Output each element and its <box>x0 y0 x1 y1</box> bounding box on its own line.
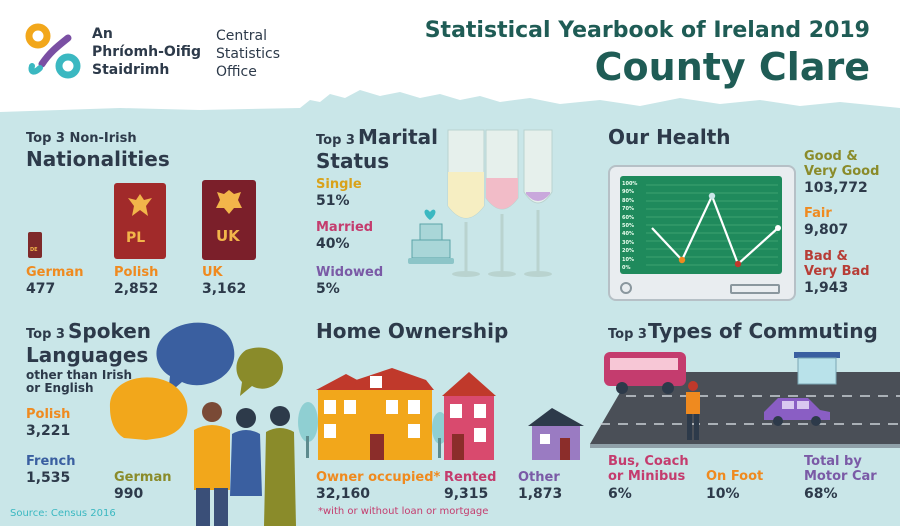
monitor-button-icon <box>620 282 632 294</box>
languages-title-1: Spoken <box>68 319 152 343</box>
health-label: Very Good <box>804 164 880 179</box>
marital-label: Widowed <box>316 265 384 280</box>
commute-value: 68% <box>804 486 838 502</box>
health-label: Good & <box>804 149 858 164</box>
nationality-value: 2,852 <box>114 281 159 297</box>
fair-point <box>678 256 686 264</box>
cso-logo-icon <box>25 23 81 79</box>
nationalities-pre: Top 3 Non-Irish <box>26 131 137 146</box>
other-house-icon <box>528 408 584 460</box>
good-point <box>708 192 716 200</box>
home-value: 1,873 <box>518 486 563 502</box>
marital-label: Married <box>316 220 374 235</box>
org-name-english-3: Office <box>216 64 257 80</box>
home-value: 9,315 <box>444 486 489 502</box>
nationality-label: UK <box>202 265 223 280</box>
header-band <box>0 0 900 112</box>
health-label: Fair <box>804 206 832 221</box>
marital-title-2: Status <box>316 149 390 173</box>
home-title: Home Ownership <box>316 319 509 343</box>
health-chart <box>646 184 781 268</box>
nationality-label: German <box>26 265 84 280</box>
home-label: Owner occupied* <box>316 470 441 485</box>
language-label: Polish <box>26 407 71 422</box>
home-label: Other <box>518 470 560 485</box>
health-label: Very Bad <box>804 264 870 279</box>
health-value: 9,807 <box>804 222 849 238</box>
languages-title-2: Languages <box>26 343 149 367</box>
crest-icon <box>216 190 242 214</box>
rented-house-icon <box>442 372 496 460</box>
county-title: County Clare <box>594 45 870 89</box>
org-name-english-1: Central <box>216 28 267 44</box>
nationalities-title: Nationalities <box>26 147 170 171</box>
monitor-slot <box>730 284 780 294</box>
marital-label: Single <box>316 177 362 192</box>
home-footnote: *with or without loan or mortgage <box>318 506 489 517</box>
tree-icon <box>298 402 318 458</box>
nationality-value: 477 <box>26 281 56 297</box>
home-label: Rented <box>444 470 497 485</box>
yearbook-title: Statistical Yearbook of Ireland 2019 <box>424 18 870 43</box>
wedding-cake-icon <box>408 209 454 264</box>
language-label: French <box>26 454 76 469</box>
nationality-label: Polish <box>114 265 159 280</box>
passport-uk-badge: UK <box>216 227 240 245</box>
org-name-irish-3: Staidrimh <box>92 62 170 78</box>
commute-label: or Minibus <box>608 469 686 484</box>
people-illustration-icon <box>194 402 296 526</box>
marital-value: 51% <box>316 193 350 209</box>
commuting-title: Types of Commuting <box>648 319 878 343</box>
language-value: 990 <box>114 486 144 502</box>
car-icon <box>764 398 830 426</box>
marital-value: 40% <box>316 236 350 252</box>
commute-label: Motor Car <box>804 469 877 484</box>
languages-pre: Top 3 <box>26 327 65 342</box>
marital-title-1: Marital <box>358 125 439 149</box>
health-label: Bad & <box>804 249 848 264</box>
passport-pl-badge: PL <box>126 230 146 246</box>
org-name-irish-1: An <box>92 26 113 42</box>
bus-icon <box>604 352 686 394</box>
health-value: 1,943 <box>804 280 849 296</box>
passport-de-icon <box>28 232 42 258</box>
bad-point <box>734 260 742 268</box>
language-label: German <box>114 470 172 485</box>
champagne-glasses-icon <box>447 129 553 277</box>
owner-house-icon <box>316 368 434 460</box>
org-name-irish-2: Phríomh-Oifig <box>92 44 202 60</box>
speech-bubbles-icon <box>109 322 284 440</box>
commute-value: 6% <box>608 486 632 502</box>
marital-pre: Top 3 <box>316 133 355 148</box>
languages-sub-2: or English <box>26 381 94 395</box>
skyline-decoration <box>0 90 900 120</box>
commute-label: Bus, Coach <box>608 454 689 469</box>
eagle-icon <box>128 194 152 216</box>
nationality-value: 3,162 <box>202 281 247 297</box>
source-note: Source: Census 2016 <box>10 508 116 519</box>
commute-value: 10% <box>706 486 740 502</box>
bus-shelter-icon <box>794 352 840 385</box>
commuting-pre: Top 3 <box>608 327 647 342</box>
pedestrian-icon <box>686 381 700 440</box>
health-axis: 100% 90% 80% 70% 60% 50% 40% 30% 20% 10% 0% <box>622 181 638 272</box>
languages-sub-1: other than Irish <box>26 368 133 382</box>
commute-label: Total by <box>804 454 862 469</box>
marital-value: 5% <box>316 281 340 297</box>
org-name-english-2: Statistics <box>216 46 280 62</box>
home-value: 32,160 <box>316 486 371 502</box>
commute-label: On Foot <box>706 469 764 484</box>
language-value: 1,535 <box>26 470 71 486</box>
health-value: 103,772 <box>804 180 868 196</box>
passport-de-badge: DE <box>30 247 38 253</box>
language-value: 3,221 <box>26 423 71 439</box>
health-title: Our Health <box>608 125 731 149</box>
